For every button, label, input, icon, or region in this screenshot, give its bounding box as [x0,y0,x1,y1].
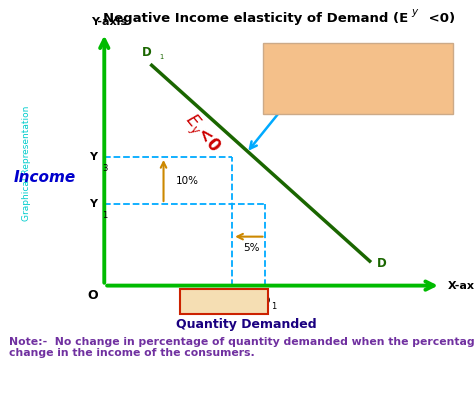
Text: $_1$: $_1$ [159,52,164,62]
Text: Y: Y [89,199,97,209]
Text: Negative income  elasticity of: Negative income elasticity of [285,58,431,68]
Text: (DD: (DD [365,77,385,86]
Text: O: O [87,289,98,302]
Text: 3: 3 [102,164,107,173]
Text: ): ) [401,77,405,86]
Text: Q: Q [261,296,270,306]
Text: 1: 1 [102,211,107,220]
FancyBboxPatch shape [263,43,453,114]
Text: $E_y$<0: $E_y$<0 [178,110,225,159]
Text: D: D [377,257,387,270]
Text: Negative Income elasticity of Demand (E: Negative Income elasticity of Demand (E [103,12,409,25]
Text: Y-axis: Y-axis [91,16,127,27]
Text: Demand Curve (DD: Demand Curve (DD [301,77,396,86]
Text: Graphical Representation: Graphical Representation [22,106,30,221]
Text: Income: Income [14,170,76,185]
Text: X-axis: X-axis [448,281,474,290]
Text: Q: Q [228,296,237,306]
Text: <0): <0) [424,12,456,25]
Text: 1: 1 [398,77,403,86]
Text: Quantity Demanded: Quantity Demanded [176,318,317,331]
Text: 10%: 10% [175,175,199,186]
Text: 2: 2 [238,302,243,311]
Text: Y: Y [89,152,97,162]
FancyBboxPatch shape [180,289,268,314]
Text: Fig. v): Fig. v) [204,297,244,306]
Text: y: y [412,7,418,17]
Text: 1: 1 [271,302,276,311]
Text: Note:-  No change in percentage of quantity demanded when the percentage
change : Note:- No change in percentage of quanti… [9,337,474,358]
Text: D: D [142,46,152,59]
Text: 5%: 5% [243,243,259,253]
